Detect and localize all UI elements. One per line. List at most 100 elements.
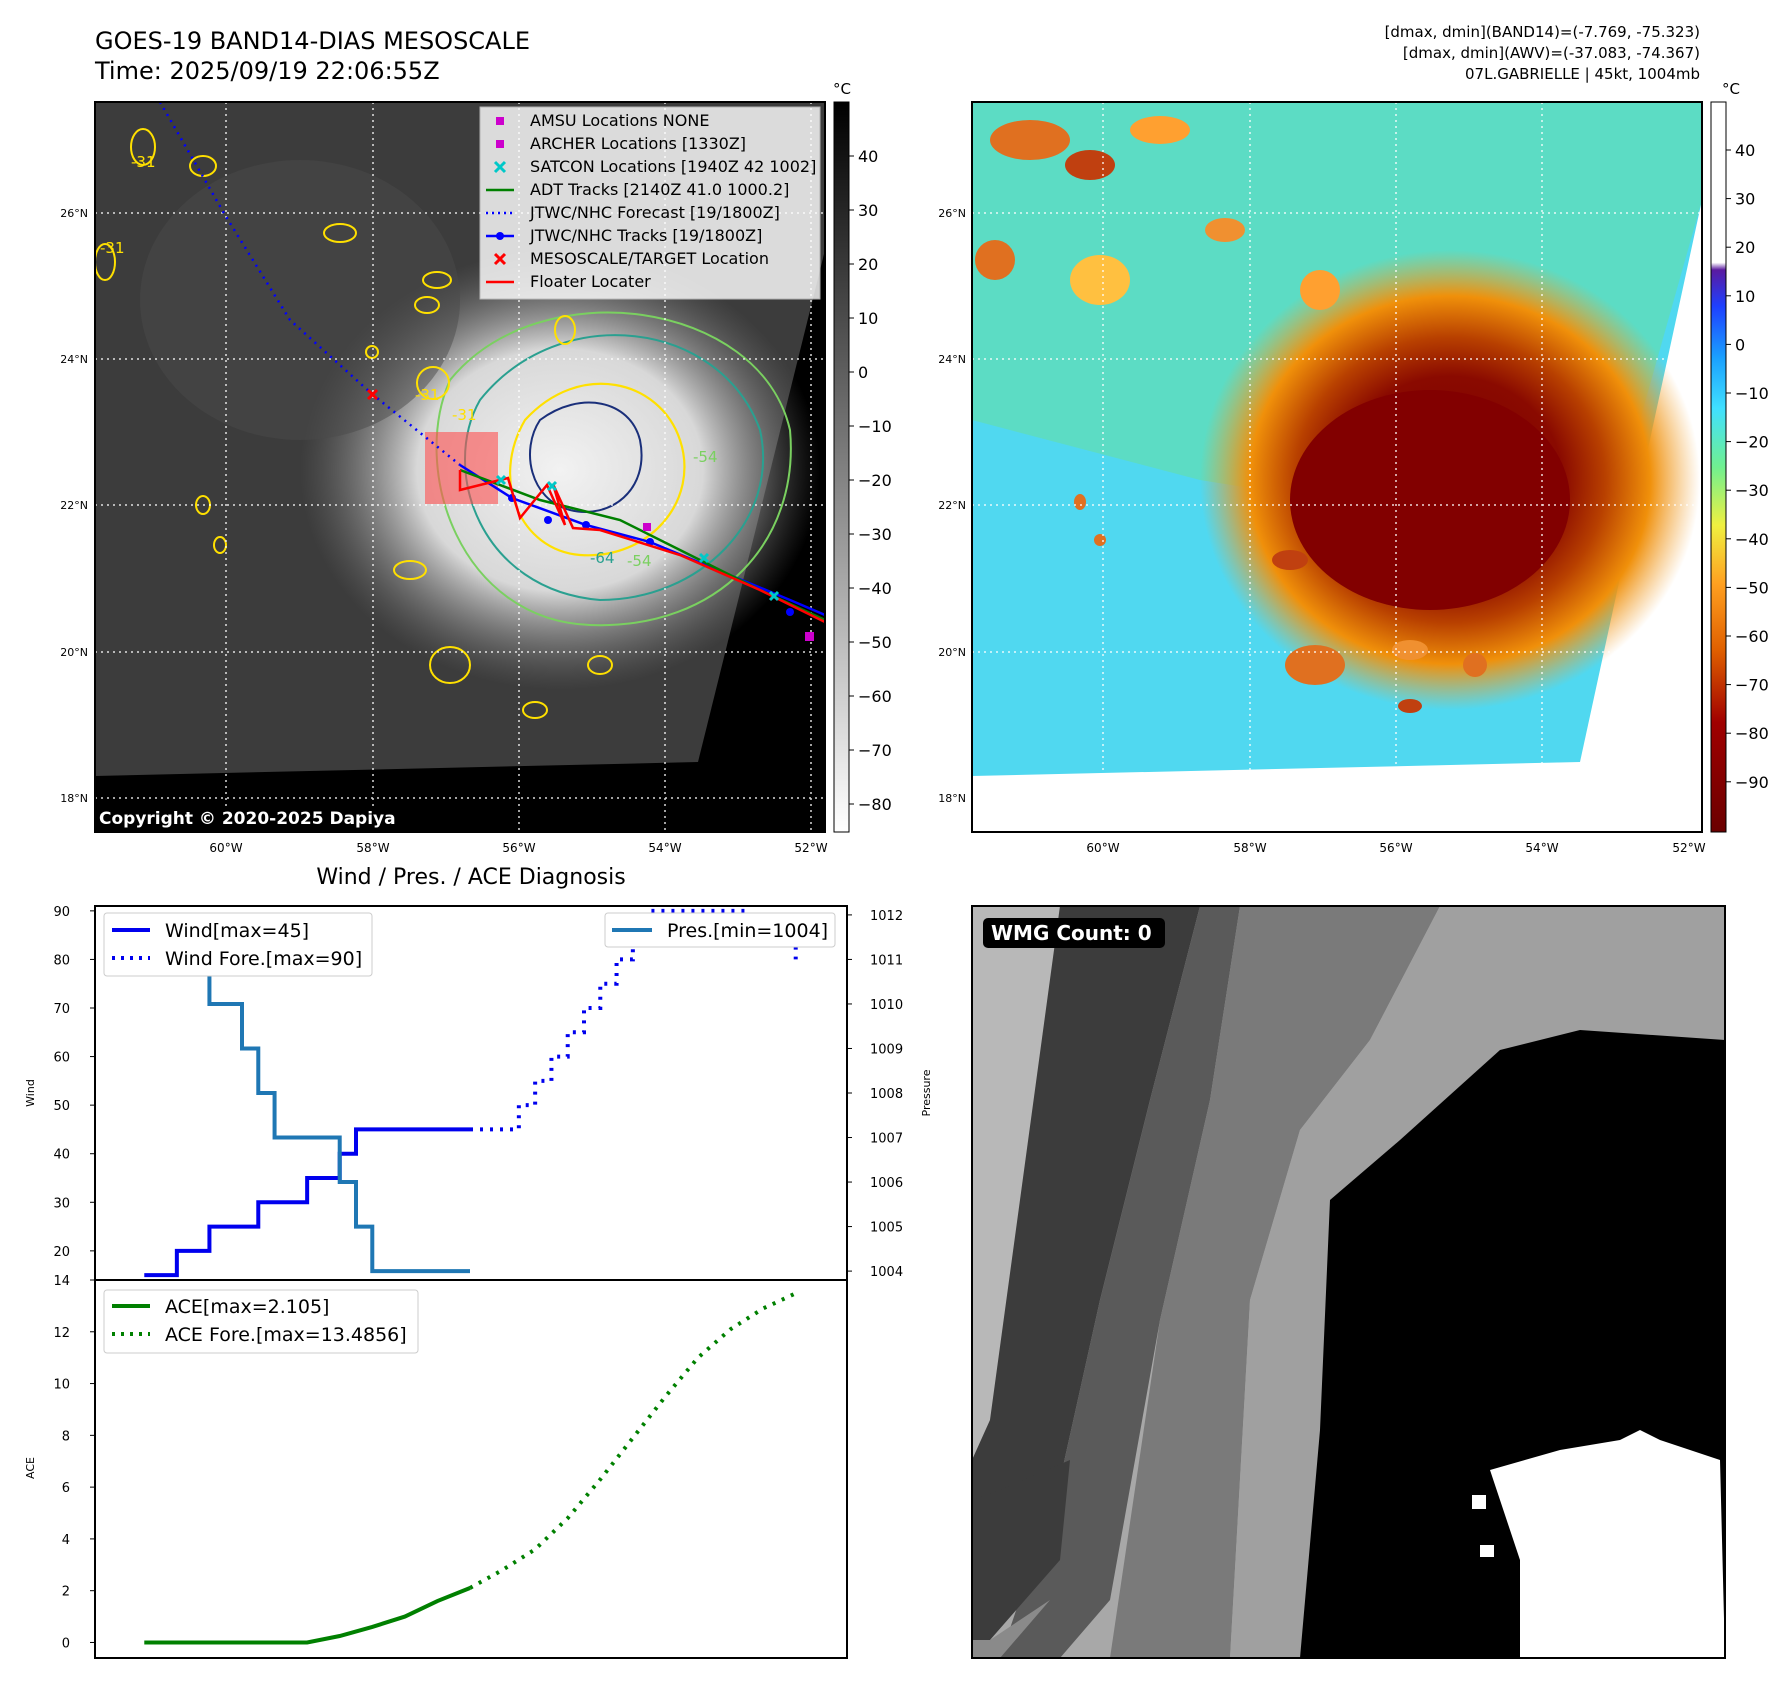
satcon-markers <box>495 474 780 602</box>
svg-text:18°N: 18°N <box>938 792 966 805</box>
pressure-axis-label: Pressure <box>920 1069 933 1116</box>
svg-text:56°W: 56°W <box>1379 841 1412 855</box>
svg-text:-54: -54 <box>693 448 718 466</box>
svg-text:58°W: 58°W <box>356 841 389 855</box>
svg-text:22°N: 22°N <box>60 499 88 512</box>
svg-text:-54: -54 <box>627 552 652 570</box>
svg-text:26°N: 26°N <box>938 207 966 220</box>
colorbar-tick-label: −80 <box>858 795 892 814</box>
wind-ytick-label: 20 <box>53 1245 70 1260</box>
svg-text:18°N: 18°N <box>60 792 88 805</box>
colorbar-tick-label: 30 <box>1735 190 1755 209</box>
wind-ytick-label: 70 <box>53 1002 70 1017</box>
colorbar-tick-label: −70 <box>858 741 892 760</box>
legend-entry: AMSU Locations NONE <box>496 111 709 130</box>
ace-ytick-label: 4 <box>62 1533 70 1548</box>
svg-text:24°N: 24°N <box>938 353 966 366</box>
legend-label: JTWC/NHC Forecast [19/1800Z] <box>529 203 780 222</box>
colorbar-tick-label: 10 <box>1735 287 1755 306</box>
svg-text:56°W: 56°W <box>502 841 535 855</box>
wind-ytick-label: 30 <box>53 1196 70 1211</box>
colorbar-right: °C 40 30 20 10 0 −10 −20 −30 −40 −50 −60 −70 −80 −90 <box>1710 80 1769 833</box>
wmg-panel <box>972 906 1725 1658</box>
legend-entry: Floater Locater <box>486 272 651 291</box>
legend-label: MESOSCALE/TARGET Location <box>530 249 769 268</box>
svg-text:58°W: 58°W <box>1233 841 1266 855</box>
colorbar-tick-label: −90 <box>1735 773 1769 792</box>
pressure-ytick-label: 1007 <box>870 1132 903 1147</box>
colorbar-tick-label: −30 <box>1735 481 1769 500</box>
svg-text:-31: -31 <box>415 386 440 404</box>
colorbar-tick-label: 40 <box>858 147 878 166</box>
legend-label: JTWC/NHC Tracks [19/1800Z] <box>529 226 762 245</box>
wind-ytick-label: 60 <box>53 1051 70 1066</box>
series-ace-fore-line <box>469 1291 797 1590</box>
legend-entry: ADT Tracks [2140Z 41.0 1000.2] <box>486 180 789 199</box>
svg-text:60°W: 60°W <box>209 841 242 855</box>
figure-title: GOES-19 BAND14-DIAS MESOSCALE <box>95 27 531 55</box>
svg-text:-64: -64 <box>590 549 615 567</box>
legend-label: ADT Tracks [2140Z 41.0 1000.2] <box>530 180 789 199</box>
series-aceline <box>144 1586 471 1645</box>
svg-text:26°N: 26°N <box>60 207 88 220</box>
legend-entry: MESOSCALE/TARGET Location <box>493 249 769 268</box>
pressure-ytick-label: 1006 <box>870 1176 903 1191</box>
pressure-ytick-label: 1004 <box>870 1265 903 1280</box>
pressure-legend: Pres.[min=1004] <box>604 912 836 948</box>
ace-ytick-label: 8 <box>62 1429 70 1444</box>
pressure-ytick-label: 1005 <box>870 1221 903 1236</box>
colorbar-tick-label: −40 <box>1735 530 1769 549</box>
pressure-ytick-label: 1009 <box>870 1042 903 1057</box>
svg-text:52°W: 52°W <box>1672 841 1705 855</box>
series-windline <box>144 1127 470 1278</box>
ace-axis-label: ACE <box>24 1457 37 1479</box>
wind-ytick-label: 90 <box>53 905 70 920</box>
colorbar-tick-label: −20 <box>1735 433 1769 452</box>
pressure-ytick-label: 1008 <box>870 1087 903 1102</box>
svg-text:°C: °C <box>833 80 851 98</box>
diagnosis-title: Wind / Pres. / ACE Diagnosis <box>316 865 625 890</box>
svg-text:54°W: 54°W <box>1525 841 1558 855</box>
legend-entry: JTWC/NHC Forecast [19/1800Z] <box>486 203 780 222</box>
wind-axis-label: Wind <box>24 1079 37 1107</box>
colorbar-tick-label: 0 <box>1735 335 1745 354</box>
colorbar-tick-label: 20 <box>1735 238 1755 257</box>
svg-text:ACE[max=2.105]: ACE[max=2.105] <box>165 1296 329 1318</box>
svg-text:20°N: 20°N <box>60 646 88 659</box>
colorbar-tick-label: −10 <box>858 417 892 436</box>
colorbar-left: °C 40 30 20 10 0 −10 −20 −30 −40 −50 −60 −70 −80 <box>833 80 892 833</box>
awv-map-panel <box>972 102 1702 832</box>
legend-entry: SATCON Locations [1940Z 42 1002] <box>493 157 816 176</box>
colorbar-tick-label: 0 <box>858 363 868 382</box>
figure-time: Time: 2025/09/19 22:06:55Z <box>95 57 440 85</box>
ace-ytick-label: 14 <box>53 1274 70 1289</box>
legend-label: AMSU Locations NONE <box>530 111 709 130</box>
wind-ytick-label: 50 <box>53 1099 70 1114</box>
ace-ytick-label: 12 <box>53 1326 70 1341</box>
svg-text:-31: -31 <box>452 406 477 424</box>
legend-label: ARCHER Locations [1330Z] <box>530 134 746 153</box>
colorbar-tick-label: 30 <box>858 201 878 220</box>
svg-text:Wind[max=45]: Wind[max=45] <box>165 920 309 942</box>
pressure-ytick-label: 1011 <box>870 953 903 968</box>
colorbar-tick-label: −60 <box>1735 627 1769 646</box>
svg-text:-31: -31 <box>131 153 156 171</box>
svg-text:54°W: 54°W <box>648 841 681 855</box>
colorbar-tick-label: −10 <box>1735 384 1769 403</box>
pressure-ytick-label: 1012 <box>870 909 903 924</box>
pressure-ytick-label: 1010 <box>870 998 903 1013</box>
ace-ytick-label: 6 <box>62 1481 70 1496</box>
colorbar-tick-label: −50 <box>858 633 892 652</box>
colorbar-tick-label: −50 <box>1735 578 1769 597</box>
svg-text:52°W: 52°W <box>794 841 827 855</box>
storm-info: 07L.GABRIELLE | 45kt, 1004mb <box>1465 65 1700 83</box>
svg-text:-31: -31 <box>100 239 125 257</box>
legend-entry: ARCHER Locations [1330Z] <box>496 134 746 153</box>
colorbar-tick-label: −80 <box>1735 724 1769 743</box>
colorbar-tick-label: 20 <box>858 255 878 274</box>
left-map-lat-labels: 26°N 24°N 22°N 20°N 18°N <box>60 207 88 805</box>
right-map-lat-labels: 26°N 24°N 22°N 20°N 18°N <box>938 207 966 805</box>
svg-text:Wind Fore.[max=90]: Wind Fore.[max=90] <box>165 948 362 970</box>
wind-ytick-label: 80 <box>53 953 70 968</box>
wmg-count-label: WMG Count: 0 <box>991 921 1152 945</box>
